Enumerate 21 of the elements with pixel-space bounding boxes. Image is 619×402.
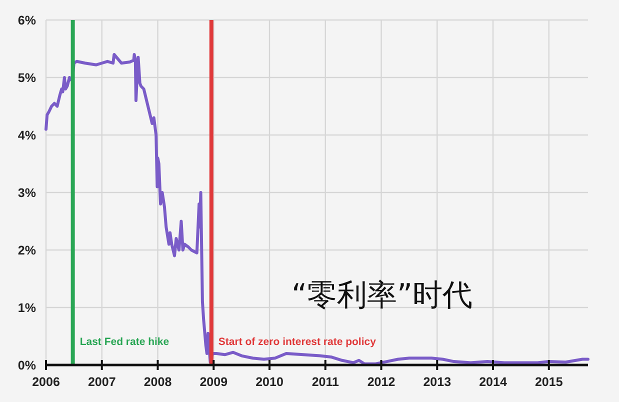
ref-line-label: Last Fed rate hike bbox=[80, 336, 170, 348]
x-tick-label: 2007 bbox=[88, 375, 116, 389]
x-tick-label: 2011 bbox=[312, 375, 339, 389]
y-tick-label: 0% bbox=[18, 358, 36, 372]
y-tick-label: 1% bbox=[18, 301, 36, 315]
x-tick-label: 2014 bbox=[479, 375, 507, 389]
x-tick-label: 2010 bbox=[256, 375, 284, 389]
y-tick-label: 4% bbox=[18, 128, 36, 142]
x-tick-label: 2009 bbox=[200, 375, 228, 389]
y-tick-label: 2% bbox=[18, 244, 36, 258]
x-tick-label: 2013 bbox=[423, 375, 452, 389]
ref-line-label: Start of zero interest rate policy bbox=[218, 336, 376, 348]
y-tick-label: 5% bbox=[18, 71, 36, 85]
y-tick-label: 3% bbox=[18, 186, 36, 200]
annotation: “零利率”时代 bbox=[291, 278, 473, 313]
x-tick-label: 2012 bbox=[367, 375, 396, 389]
x-tick-label: 2006 bbox=[32, 375, 60, 389]
x-tick-label: 2008 bbox=[144, 375, 172, 389]
line-series bbox=[44, 53, 590, 366]
y-tick-label: 6% bbox=[18, 14, 36, 28]
x-tick-label: 2015 bbox=[534, 375, 563, 389]
